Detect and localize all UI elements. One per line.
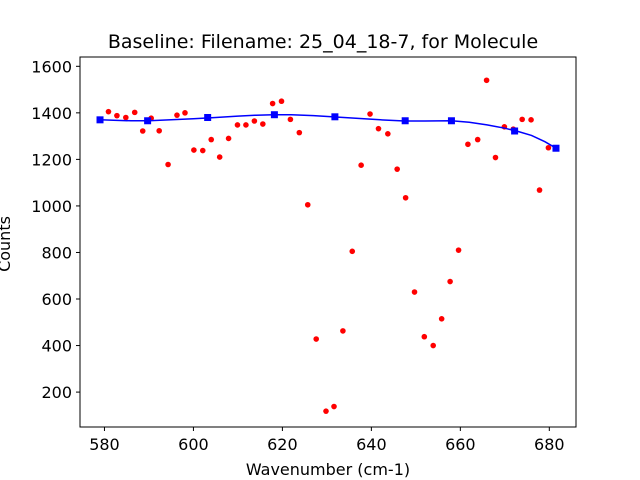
- data-point: [123, 114, 129, 121]
- data-point: [358, 162, 364, 169]
- data-point: [278, 98, 285, 105]
- plot-area: [79, 56, 577, 428]
- x-tick-label: 640: [356, 435, 387, 454]
- data-point: [287, 116, 294, 123]
- x-tick-label: 680: [534, 435, 565, 454]
- y-tick-label: 600: [41, 290, 72, 309]
- data-point: [367, 111, 373, 117]
- data-point: [296, 129, 303, 136]
- y-tick-label: 1400: [31, 104, 72, 123]
- y-axis: 200 400 600 800 1000 1200 1400 1600: [31, 57, 80, 402]
- data-point: [438, 315, 445, 322]
- y-tick-label: 200: [41, 383, 72, 402]
- x-tick-label: 600: [178, 435, 209, 454]
- data-point: [402, 194, 409, 201]
- y-axis-label: Counts: [0, 216, 14, 272]
- x-axis: 580 600 620 640 660 680: [89, 427, 565, 454]
- y-tick-label: 1000: [31, 197, 72, 216]
- data-point: [208, 136, 215, 143]
- data-point: [216, 154, 223, 160]
- y-tick-label: 1600: [31, 57, 72, 76]
- data-point: [105, 108, 112, 115]
- data-point: [394, 166, 400, 172]
- y-tick-label: 400: [41, 337, 72, 356]
- data-point: [323, 408, 329, 414]
- baseline-anchor-point: [96, 116, 104, 124]
- x-axis-label: Wavenumber (cm-1): [246, 460, 410, 479]
- data-point: [114, 112, 120, 119]
- data-point: [421, 333, 428, 340]
- data-point: [483, 77, 490, 84]
- data-point: [191, 147, 197, 153]
- data-point: [225, 135, 232, 142]
- baseline-anchor-point: [270, 111, 278, 119]
- data-point: [474, 136, 481, 143]
- baseline-fit-line: [99, 113, 557, 149]
- data-point: [411, 289, 418, 295]
- plot-frame: [79, 56, 577, 428]
- data-point: [304, 201, 311, 208]
- data-point: [528, 117, 534, 123]
- data-point: [131, 109, 138, 116]
- data-point: [545, 144, 552, 151]
- data-point: [331, 403, 337, 410]
- chart-title: Baseline: Filename: 25_04_18-7, for Mole…: [108, 31, 538, 53]
- baseline-anchor-point: [331, 113, 339, 121]
- data-point: [455, 247, 462, 253]
- data-point: [349, 248, 356, 255]
- data-point: [465, 141, 471, 148]
- data-point: [234, 122, 241, 128]
- data-point: [536, 187, 543, 193]
- data-point: [519, 116, 525, 123]
- data-point: [385, 130, 391, 137]
- x-tick-label: 580: [89, 435, 120, 454]
- data-point: [492, 154, 499, 161]
- data-point: [165, 161, 171, 168]
- baseline-anchor-point: [511, 127, 519, 135]
- x-tick-label: 620: [267, 435, 298, 454]
- data-point: [340, 328, 346, 334]
- data-point: [199, 147, 206, 154]
- x-tick-label: 660: [445, 435, 476, 454]
- data-point: [174, 112, 180, 118]
- baseline-anchor-point: [204, 114, 212, 122]
- data-point: [139, 128, 146, 134]
- baseline-anchor-point: [447, 117, 455, 125]
- data-point: [375, 125, 382, 132]
- data-point: [182, 110, 188, 116]
- baseline-anchor-point: [401, 117, 409, 125]
- data-point: [447, 278, 453, 285]
- data-point: [269, 100, 276, 107]
- data-point: [243, 122, 249, 128]
- baseline-anchor-point: [552, 144, 560, 152]
- y-tick-label: 800: [41, 243, 72, 262]
- y-tick-label: 1200: [31, 150, 72, 169]
- data-point: [313, 336, 320, 342]
- data-point: [430, 342, 437, 349]
- data-point: [260, 121, 266, 127]
- baseline-anchor-point: [144, 117, 152, 125]
- data-point: [156, 127, 162, 134]
- data-point: [251, 118, 258, 124]
